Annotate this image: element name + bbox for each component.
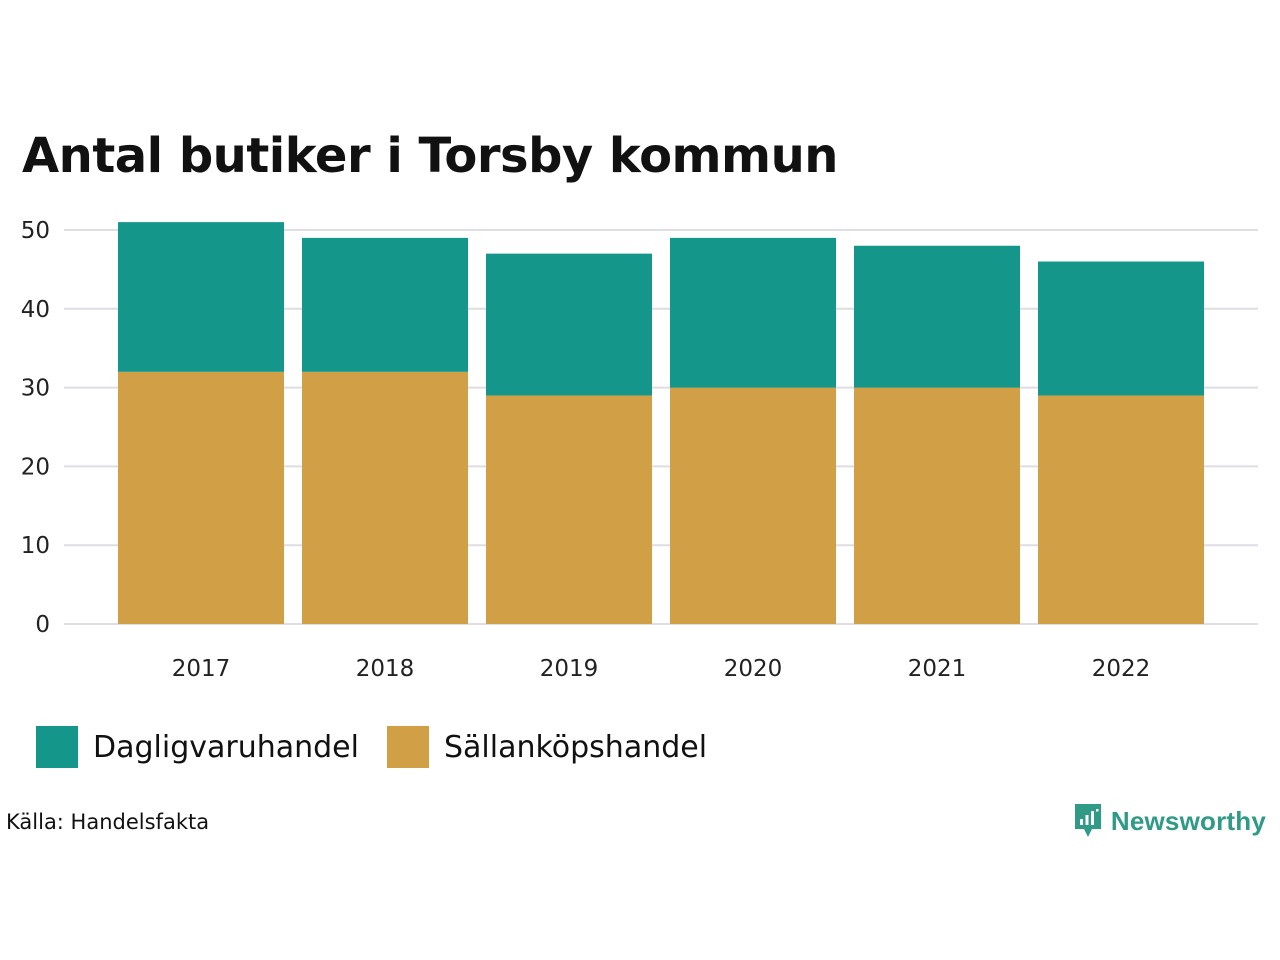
bar-dagligvaruhandel-2020 bbox=[670, 237, 836, 388]
x-tick-label-2022: 2022 bbox=[1092, 656, 1151, 682]
bar-sallankopshandel-2021 bbox=[854, 387, 1020, 624]
x-tick-label-2020: 2020 bbox=[724, 656, 783, 682]
newsworthy-logo-icon bbox=[1074, 804, 1101, 837]
bars bbox=[118, 222, 1204, 624]
legend-swatch-sallankopshandel bbox=[386, 726, 429, 768]
legend-label-dagligvaruhandel: Dagligvaruhandel bbox=[93, 729, 359, 765]
legend-item-sallankopshandel: Sällanköpshandel bbox=[386, 726, 708, 768]
x-tick-label-2017: 2017 bbox=[172, 656, 231, 682]
brand-logo: Newsworthy bbox=[1073, 802, 1266, 840]
x-tick-label-2018: 2018 bbox=[356, 656, 415, 682]
bar-dagligvaruhandel-2018 bbox=[302, 237, 468, 372]
legend-swatch-dagligvaruhandel bbox=[36, 726, 78, 768]
x-tick-label-2021: 2021 bbox=[908, 656, 967, 682]
y-tick-label-10: 10 bbox=[21, 533, 50, 559]
chart-title: Antal butiker i Torsby kommun bbox=[22, 128, 838, 184]
stacked-bar-chart: 0 10 20 30 40 50 2017 2018 2019 2020 2021 2022 bbox=[21, 218, 1258, 682]
source-note: Källa: Handelsfakta bbox=[6, 810, 210, 834]
bar-dagligvaruhandel-2022 bbox=[1038, 261, 1204, 396]
bar-dagligvaruhandel-2021 bbox=[854, 245, 1020, 388]
legend-label-sallankopshandel: Sällanköpshandel bbox=[443, 729, 708, 765]
bar-sallankopshandel-2022 bbox=[1038, 395, 1204, 624]
axis-labels: 0 10 20 30 40 50 2017 2018 2019 2020 2021 2022 bbox=[21, 218, 1151, 682]
bar-sallankopshandel-2019 bbox=[486, 395, 652, 624]
bar-sallankopshandel-2018 bbox=[302, 371, 468, 624]
bar-dagligvaruhandel-2019 bbox=[486, 253, 652, 396]
y-tick-label-20: 20 bbox=[21, 454, 50, 480]
bar-dagligvaruhandel-2017 bbox=[118, 222, 284, 372]
bar-sallankopshandel-2020 bbox=[670, 387, 836, 624]
y-tick-label-40: 40 bbox=[21, 297, 50, 323]
legend-item-dagligvaruhandel: Dagligvaruhandel bbox=[36, 726, 359, 768]
brand-name: Newsworthy bbox=[1110, 805, 1266, 836]
y-tick-label-30: 30 bbox=[21, 376, 50, 402]
bar-sallankopshandel-2017 bbox=[118, 371, 284, 624]
legend: Dagligvaruhandel Sällanköpshandel bbox=[36, 726, 735, 768]
y-tick-label-0: 0 bbox=[35, 612, 50, 638]
x-tick-label-2019: 2019 bbox=[540, 656, 599, 682]
y-tick-label-50: 50 bbox=[21, 218, 50, 244]
